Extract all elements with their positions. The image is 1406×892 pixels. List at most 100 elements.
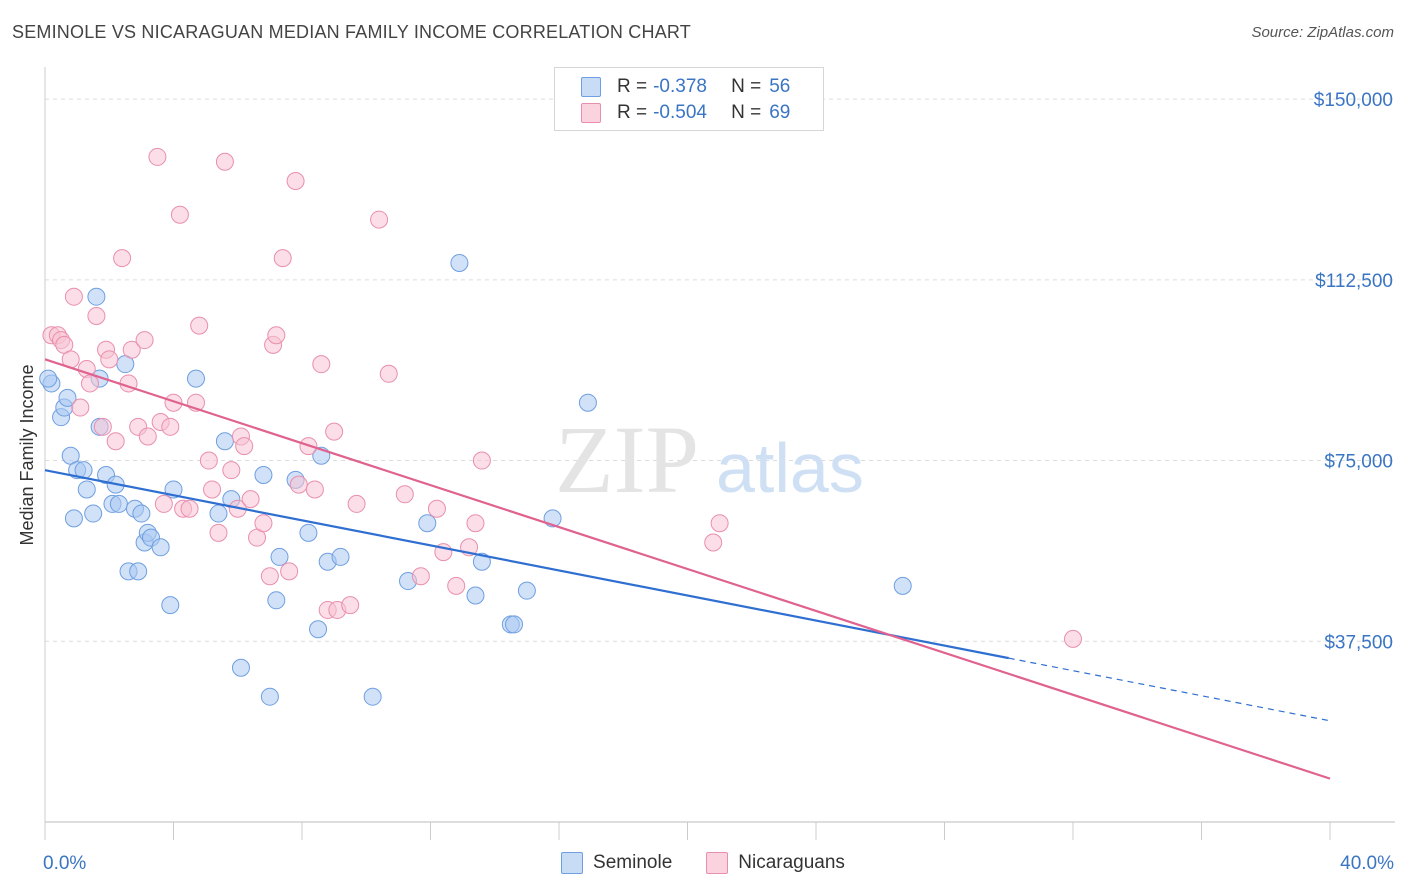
data-point bbox=[77, 480, 96, 499]
data-point bbox=[254, 466, 273, 485]
legend-swatch-nicaraguans bbox=[706, 852, 729, 874]
n-value: 69 bbox=[769, 102, 791, 123]
data-point bbox=[58, 388, 77, 407]
data-point bbox=[280, 562, 299, 581]
trend-line bbox=[44, 469, 1009, 660]
data-point bbox=[93, 417, 112, 436]
legend-item-seminole[interactable]: Seminole bbox=[561, 852, 672, 874]
trend-lines bbox=[44, 358, 1331, 780]
legend-item-nicaraguans[interactable]: Nicaraguans bbox=[706, 852, 845, 874]
data-point bbox=[106, 432, 125, 451]
data-point bbox=[138, 427, 157, 446]
chart-title: SEMINOLE VS NICARAGUAN MEDIAN FAMILY INC… bbox=[12, 22, 691, 42]
data-point bbox=[161, 417, 180, 436]
trend-line bbox=[44, 358, 1331, 780]
data-point bbox=[129, 562, 148, 581]
data-point bbox=[395, 485, 414, 504]
data-point bbox=[341, 596, 360, 615]
series-seminole bbox=[39, 253, 912, 706]
data-point bbox=[222, 461, 241, 480]
r-value: -0.504 bbox=[653, 102, 707, 123]
data-point bbox=[363, 687, 382, 706]
data-point bbox=[505, 615, 524, 634]
data-point bbox=[305, 480, 324, 499]
watermark: ZIP atlas bbox=[555, 406, 864, 513]
data-point bbox=[190, 316, 209, 335]
x-tick-label: 40.0% bbox=[1340, 853, 1394, 874]
data-point bbox=[151, 538, 170, 557]
data-point bbox=[447, 576, 466, 595]
watermark-zip: ZIP bbox=[555, 406, 699, 513]
y-tick-label: $112,500 bbox=[1315, 271, 1393, 292]
data-point bbox=[450, 253, 469, 272]
data-point bbox=[241, 490, 260, 509]
data-points bbox=[39, 147, 1082, 706]
y-tick-label: $75,000 bbox=[1324, 452, 1393, 473]
n-label: N = bbox=[731, 102, 762, 123]
data-point bbox=[267, 591, 286, 610]
r-value: -0.378 bbox=[653, 76, 707, 97]
data-point bbox=[270, 547, 289, 566]
data-point bbox=[215, 432, 234, 451]
data-point bbox=[427, 499, 446, 518]
data-point bbox=[347, 494, 366, 513]
legend-label-seminole: Seminole bbox=[593, 852, 673, 873]
data-point bbox=[64, 287, 83, 306]
data-point bbox=[254, 514, 273, 533]
data-point bbox=[466, 586, 485, 605]
data-point bbox=[312, 355, 331, 374]
data-point bbox=[260, 567, 279, 586]
data-point bbox=[87, 306, 106, 325]
data-point bbox=[309, 620, 328, 639]
n-value: 56 bbox=[769, 76, 791, 97]
n-label: N = bbox=[731, 76, 762, 97]
data-point bbox=[411, 567, 430, 586]
y-tick-labels: $37,500 $75,000 $112,500 $150,000 bbox=[1314, 90, 1393, 653]
r-label: R = bbox=[617, 102, 648, 123]
data-point bbox=[260, 687, 279, 706]
y-tick-label: $150,000 bbox=[1314, 90, 1393, 111]
data-point bbox=[39, 369, 58, 388]
data-point bbox=[199, 451, 218, 470]
correlation-legend: R = -0.378 N = 56 R = -0.504 N = 69 bbox=[554, 67, 824, 131]
y-axis-label: Median Family Income bbox=[17, 364, 37, 545]
legend-label-nicaraguans: Nicaraguans bbox=[738, 852, 845, 873]
data-point bbox=[100, 350, 119, 369]
data-point bbox=[186, 369, 205, 388]
x-tick-labels: 0.0% 40.0% bbox=[43, 853, 1394, 874]
data-point bbox=[704, 533, 723, 552]
data-point bbox=[164, 393, 183, 412]
legend-swatch-seminole bbox=[561, 852, 584, 874]
data-point bbox=[331, 547, 350, 566]
data-point bbox=[161, 596, 180, 615]
data-point bbox=[273, 249, 292, 268]
data-point bbox=[466, 514, 485, 533]
data-point bbox=[84, 504, 103, 523]
data-point bbox=[122, 340, 141, 359]
data-point bbox=[71, 398, 90, 417]
data-point bbox=[154, 494, 173, 513]
data-point bbox=[135, 331, 154, 350]
data-point bbox=[203, 480, 222, 499]
x-tick-label: 0.0% bbox=[43, 853, 86, 874]
data-point bbox=[370, 210, 389, 229]
data-point bbox=[132, 504, 151, 523]
data-point bbox=[472, 451, 491, 470]
legend-swatch-nicaraguans bbox=[581, 103, 601, 123]
data-point bbox=[517, 581, 536, 600]
data-point bbox=[170, 205, 189, 224]
legend-row-nicaraguans: R = -0.504 N = 69 bbox=[581, 101, 790, 125]
data-point bbox=[209, 504, 228, 523]
data-point bbox=[80, 374, 99, 393]
data-point bbox=[472, 552, 491, 571]
data-point bbox=[215, 152, 234, 171]
legend-row-seminole: R = -0.378 N = 56 bbox=[581, 75, 790, 99]
data-point bbox=[1064, 629, 1082, 648]
data-point bbox=[64, 509, 83, 528]
data-point bbox=[109, 494, 128, 513]
data-point bbox=[325, 422, 344, 441]
data-point bbox=[267, 326, 286, 345]
y-tick-label: $37,500 bbox=[1324, 632, 1393, 653]
legend-swatch-seminole bbox=[581, 77, 601, 97]
